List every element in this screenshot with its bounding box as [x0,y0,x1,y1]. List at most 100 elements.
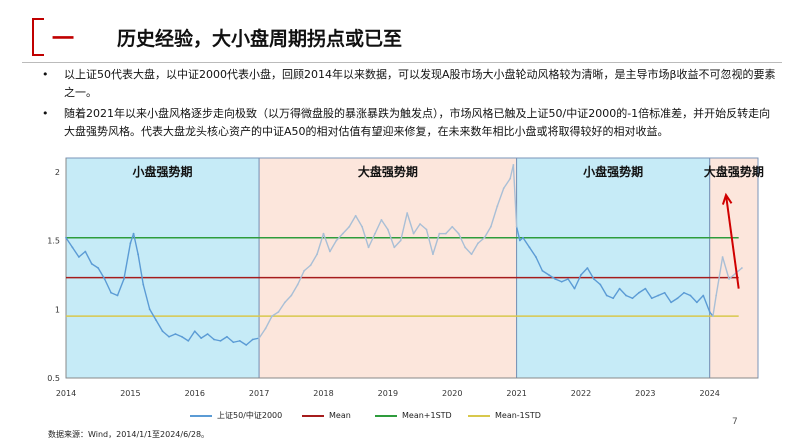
series-point [560,280,563,283]
series-segment [65,237,74,248]
series-point [329,250,331,253]
series-point [103,278,106,280]
series-segment [361,226,370,248]
y-tick-label: 0.5 [47,374,60,383]
series-point [419,223,421,225]
series-segment [380,219,389,230]
series-point [721,256,724,258]
y-tick-label: 2 [55,168,60,177]
series-point [528,246,531,249]
series-segment [110,292,118,297]
series-segment [387,229,395,248]
series-point [393,246,396,249]
x-tick-label: 2022 [571,389,591,398]
series-segment [464,246,473,255]
x-tick-label: 2020 [442,389,462,398]
series-point [541,269,544,272]
series-segment [477,237,485,244]
series-point [406,212,409,214]
x-tick-label: 2024 [700,389,720,398]
series-point [245,344,248,346]
chart-legend: 上证50/中证2000 Mean Mean+1STD Mean-1STD [190,410,590,424]
x-tick-label: 2014 [56,389,76,398]
series-segment [220,336,228,342]
series-segment [586,267,595,280]
series-point [702,294,705,297]
series-point [148,308,151,311]
bullet-text: 以上证50代表大盘，以中证2000代表小盘，回顾2014年以来数据，可以发现A股… [64,68,776,99]
series-point [226,335,228,338]
series-point [335,239,338,242]
series-point [187,339,190,342]
series-point [200,337,203,340]
series-segment [522,237,531,248]
series-segment [554,278,562,283]
series-point [535,256,537,258]
series-point [361,225,364,228]
series-point [380,218,383,221]
series-point [638,291,640,294]
series-segment [132,233,139,255]
series-segment [400,212,408,241]
legend-swatch [375,414,397,417]
series-point [605,294,608,297]
series-segment [258,328,267,339]
series-point [174,333,177,335]
series-point [612,297,615,300]
series-point [512,163,515,166]
series-segment [329,240,337,252]
series-segment [200,333,208,339]
ratio-chart: 小盘强势期 大盘强势期 小盘强势期 大盘强势期 0.5 1 1.5 2 2014 2015 2016… [47,157,764,398]
series-segment [175,333,183,338]
series-segment [310,253,318,266]
series-segment [264,315,273,329]
legend-swatch [468,414,490,417]
series-point [470,253,473,256]
series-segment [149,308,157,321]
bullet-dot-icon: • [42,68,49,81]
series-point [206,333,209,335]
bullet-list: • 以上证50代表大盘，以中证2000代表小盘，回顾2014年以来数据，可以发现… [42,66,777,144]
series-point [464,246,467,249]
legend-label: Mean-1STD [495,411,541,420]
series-point [728,278,730,280]
series-segment [670,297,678,303]
series-segment [528,246,537,258]
series-point [483,236,486,239]
series-point [644,287,647,290]
series-segment [162,330,170,338]
series-segment [187,330,196,342]
slide-title: 历史经验，大小盘周期拐点或已至 [117,28,403,50]
title-bar: 一 历史经验，大小盘周期拐点或已至 [22,18,782,63]
series-point [741,267,743,269]
legend-item-series: 上证50/中证2000 [190,410,282,422]
series-segment [233,340,240,343]
series-point [219,339,222,342]
series-segment [515,226,521,241]
section-number: 一 [52,27,75,52]
series-point [316,253,318,256]
x-tick-label: 2016 [185,389,205,398]
series-point [296,283,299,286]
series-point [386,228,389,231]
series-segment [619,288,627,296]
series-segment [123,243,132,280]
period-band [709,157,759,379]
legend-label: Mean [329,411,351,420]
series-point [77,256,80,258]
series-segment [541,270,550,276]
series-point [496,205,499,208]
series-point [180,335,183,338]
series-point [547,273,550,276]
series-segment [277,301,286,313]
series-segment [239,340,247,346]
series-segment [252,337,260,341]
legend-item-mean-minus-std: Mean-1STD [468,410,541,422]
series-segment [213,338,221,342]
series-point [155,319,158,322]
series-point [580,273,582,276]
series-segment [142,284,151,310]
series-segment [425,229,434,255]
series-point [116,294,119,297]
series-point [374,232,376,235]
